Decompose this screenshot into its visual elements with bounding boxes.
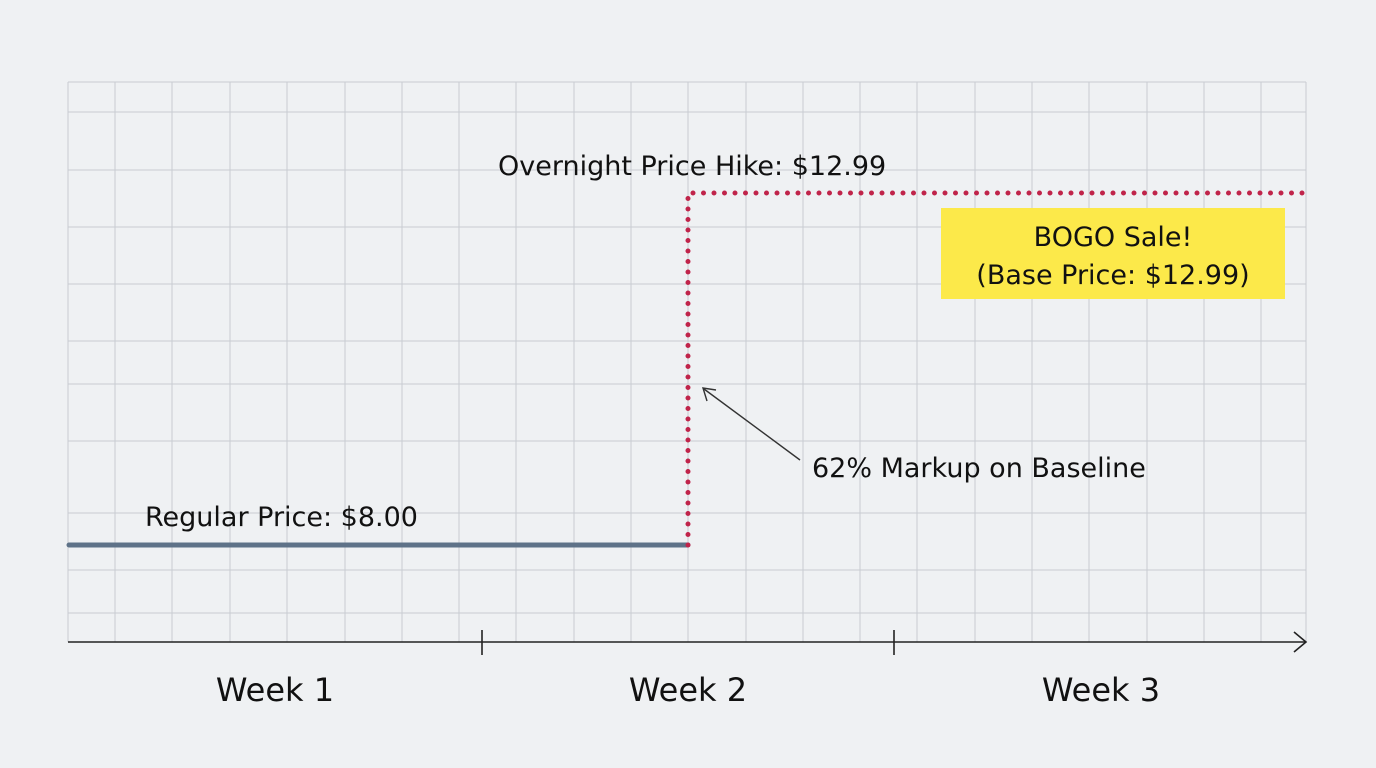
bogo-callout-box (941, 208, 1285, 299)
bogo-base-price: (Base Price: $12.99) (976, 260, 1249, 291)
bogo-title: BOGO Sale! (1034, 222, 1193, 253)
x-axis (68, 630, 1308, 655)
regular-price-label: Regular Price: $8.00 (145, 502, 418, 533)
markup-label: 62% Markup on Baseline (812, 453, 1146, 484)
x-tick-label-2: Week 2 (629, 671, 747, 709)
markup-arrow (702, 387, 801, 461)
series-layer (66, 190, 1309, 548)
price-hike-label: Overnight Price Hike: $12.99 (498, 151, 886, 182)
bogo-callout: BOGO Sale! (Base Price: $12.99) (941, 208, 1285, 299)
x-tick-label-3: Week 3 (1042, 671, 1160, 709)
x-tick-label-1: Week 1 (216, 671, 334, 709)
x-axis-arrowhead (1293, 631, 1308, 653)
annotation-layer: Regular Price: $8.00 Overnight Price Hik… (145, 151, 1285, 533)
series-2-dotted-line (685, 190, 1309, 548)
x-tick-labels: Week 1 Week 2 Week 3 (216, 671, 1160, 709)
